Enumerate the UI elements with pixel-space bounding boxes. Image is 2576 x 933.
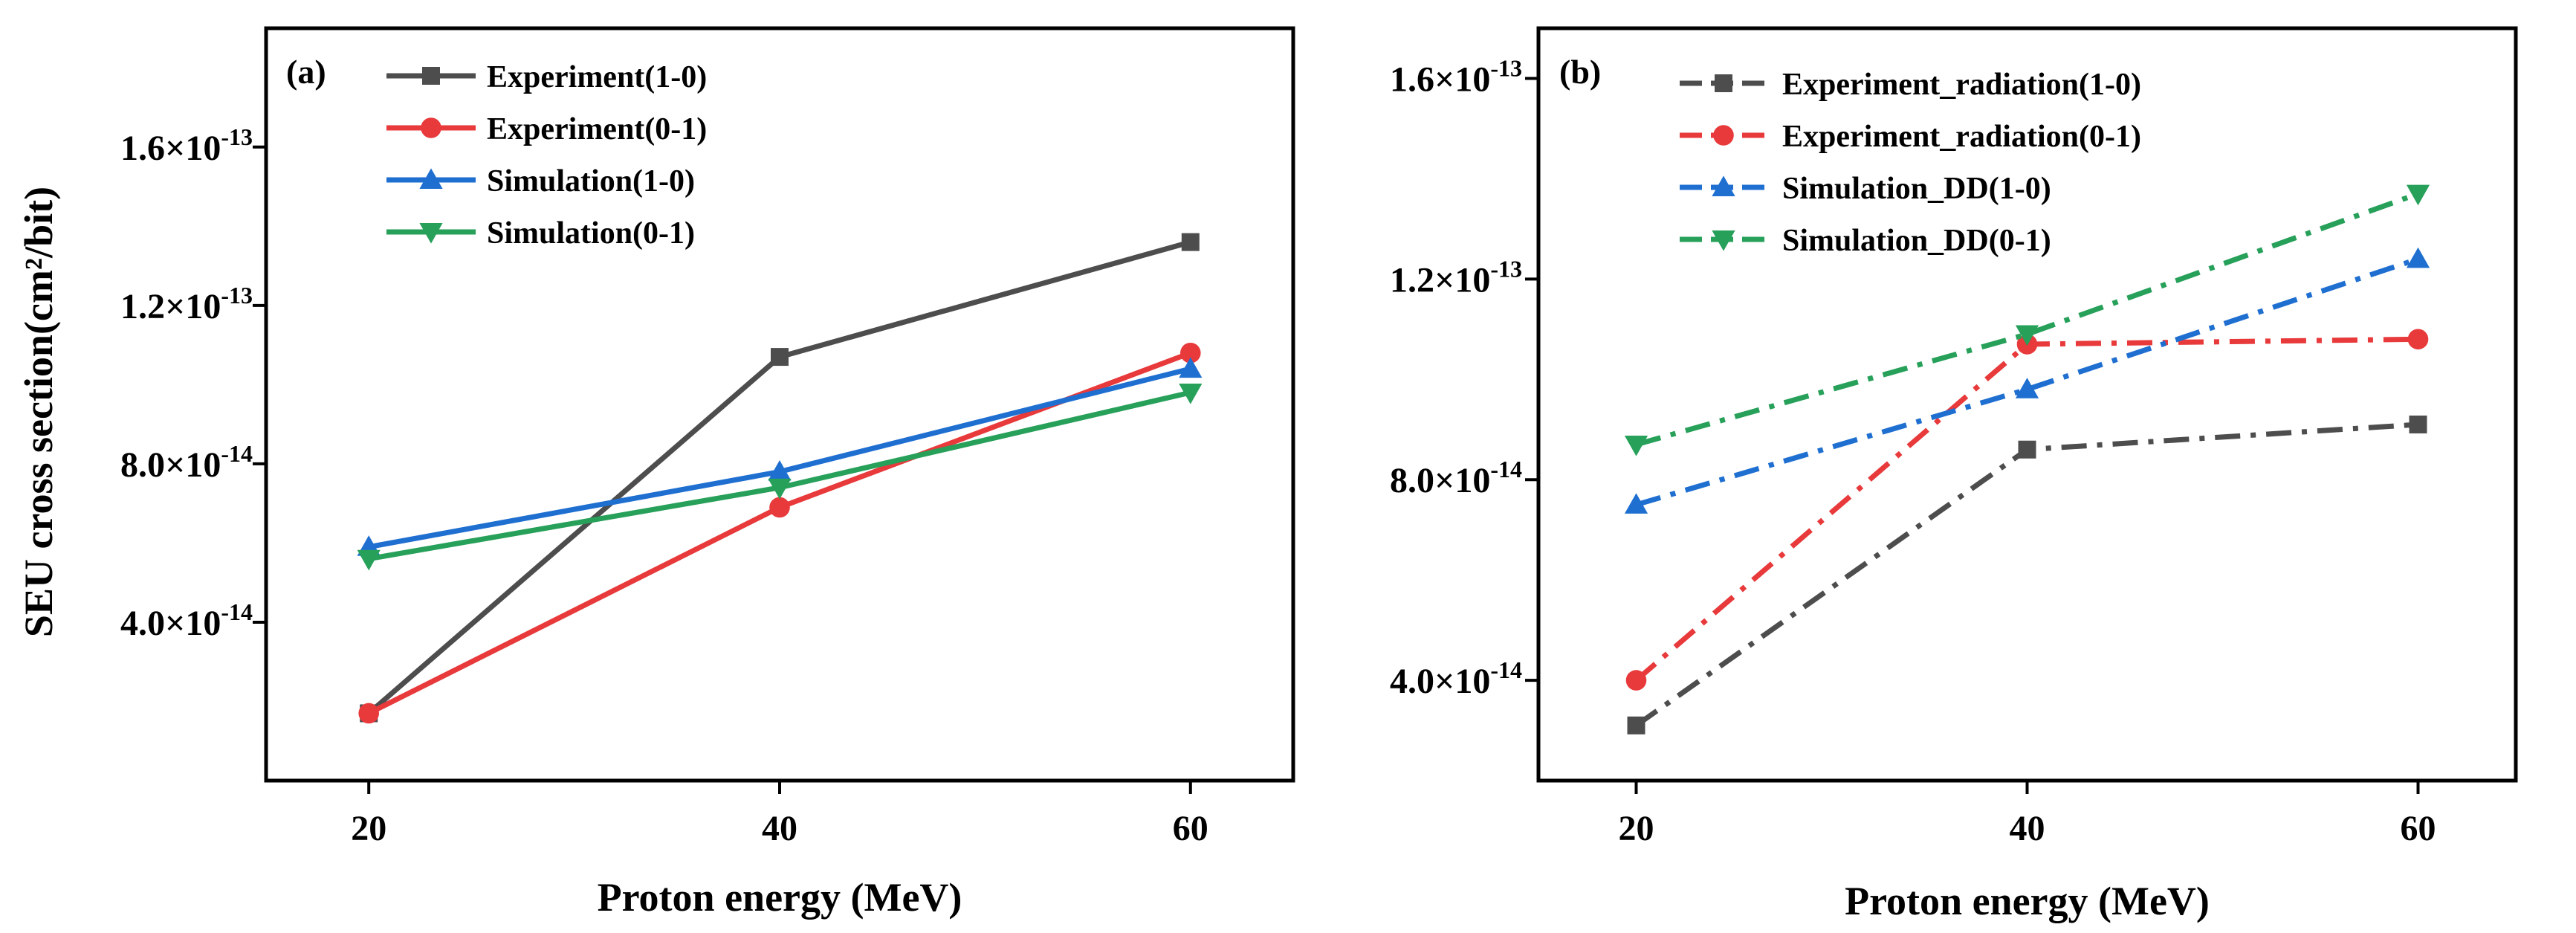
data-point <box>2409 415 2427 433</box>
legend-item: Simulation_DD(0-1) <box>1680 224 2051 258</box>
legend: Experiment_radiation(1-0) Experiment_radi… <box>1680 68 2141 258</box>
legend-marker <box>419 168 443 189</box>
series-line <box>1635 191 2419 448</box>
x-axis-label: Proton energy (MeV) <box>1845 879 2210 923</box>
y-tick-label: 8.0×10-14 <box>120 440 253 485</box>
legend-item: Simulation_DD(1-0) <box>1680 172 2051 206</box>
y-tick-label: 1.6×10-13 <box>1390 54 1522 99</box>
data-point <box>1179 357 1203 378</box>
legend-marker <box>422 67 440 85</box>
legend-item: Experiment_radiation(1-0) <box>1680 68 2141 102</box>
chart-panel-b: 20 40 60 4.0×10-14 8.0×10-14 1.2×10-13 1.6×10-… <box>1390 26 2518 923</box>
data-point <box>768 459 792 481</box>
legend-label: Experiment(0-1) <box>487 112 707 146</box>
y-tick-label: 1.2×10-13 <box>1390 255 1522 300</box>
data-point <box>2407 329 2429 350</box>
x-tick-label: 60 <box>2401 809 2436 848</box>
data-point <box>769 497 790 518</box>
legend-label: Simulation(1-0) <box>487 164 695 198</box>
y-tick-label: 8.0×10-14 <box>1390 456 1522 500</box>
legend-item: Experiment(1-0) <box>386 60 707 94</box>
legend-marker <box>1712 175 1735 196</box>
data-point <box>771 348 789 367</box>
legend-marker <box>1715 74 1732 92</box>
data-point <box>2015 378 2039 398</box>
data-point <box>1181 233 1200 251</box>
legend-item: Experiment(0-1) <box>386 112 707 146</box>
data-point <box>2015 325 2039 346</box>
legend-label: Experiment_radiation(1-0) <box>1782 68 2141 102</box>
data-point <box>1179 384 1203 404</box>
legend-label: Simulation_DD(0-1) <box>1782 224 2051 258</box>
data-point <box>1625 670 1647 691</box>
chart-panel-a: 20 40 60 4.0×10-14 8.0×10-14 1.2×10-13 1.6×10-… <box>16 26 1295 920</box>
series-Experiment_radiation(1-0) <box>1627 415 2427 735</box>
data-point <box>1627 716 1645 735</box>
x-tick-label: 20 <box>351 809 386 848</box>
series-Simulation(0-1) <box>357 384 1203 571</box>
series-line <box>368 366 1191 550</box>
series-Simulation(1-0) <box>357 357 1203 556</box>
data-point <box>357 549 381 571</box>
y-axis-label: SEU cross section(cm²/bit) <box>16 187 61 637</box>
legend-marker <box>1713 125 1734 146</box>
data-point <box>2406 247 2430 268</box>
data-point <box>1180 342 1201 364</box>
x-tick-label: 20 <box>1619 809 1654 848</box>
data-point <box>2018 440 2036 459</box>
y-tick-label: 4.0×10-14 <box>120 598 253 643</box>
x-tick-label: 40 <box>2010 809 2045 848</box>
legend-marker <box>421 117 441 138</box>
y-tick-label: 4.0×10-14 <box>1390 656 1522 701</box>
data-point <box>2406 184 2430 206</box>
legend-item: Experiment_radiation(0-1) <box>1680 120 2141 154</box>
legend-label: Experiment_radiation(0-1) <box>1782 120 2141 154</box>
y-tick-label: 1.6×10-13 <box>120 123 253 168</box>
legend-item: Simulation(0-1) <box>386 216 695 251</box>
series-line <box>367 350 1192 716</box>
panel-label: (b) <box>1559 53 1601 91</box>
legend-item: Simulation(1-0) <box>386 164 695 198</box>
legend: Experiment(1-0) Experiment(0-1) Simulation… <box>386 60 707 251</box>
data-point <box>1624 493 1648 514</box>
data-point <box>768 478 792 500</box>
y-tick-label: 1.2×10-13 <box>120 282 253 326</box>
x-axis-label: Proton energy (MeV) <box>598 875 962 920</box>
legend-marker <box>419 223 443 244</box>
series-Simulation_DD(0-1) <box>1624 184 2430 456</box>
legend-label: Simulation_DD(1-0) <box>1782 172 2051 206</box>
legend-label: Experiment(1-0) <box>487 60 707 94</box>
x-tick-label: 40 <box>762 809 797 848</box>
series-Simulation_DD(1-0) <box>1624 247 2430 514</box>
panel-label: (a) <box>286 53 326 91</box>
legend-marker <box>1712 230 1735 251</box>
series-line <box>1635 256 2419 508</box>
data-point <box>1624 435 1648 456</box>
x-tick-label: 60 <box>1173 809 1208 848</box>
data-point <box>358 703 380 724</box>
legend-label: Simulation(0-1) <box>487 216 695 251</box>
